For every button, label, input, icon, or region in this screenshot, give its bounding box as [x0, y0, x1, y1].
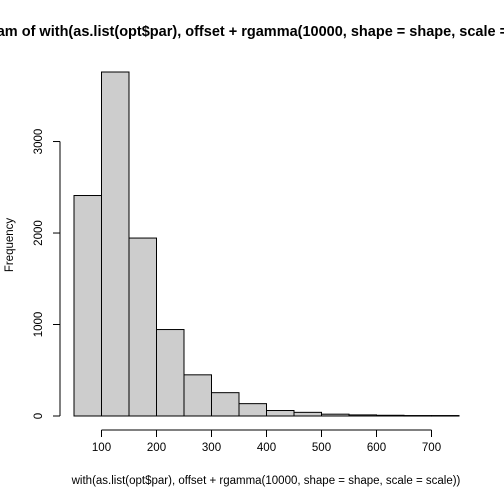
- x-tick-label: 500: [312, 442, 331, 454]
- y-axis-label: Frequency: [4, 218, 16, 273]
- histogram-bar: [431, 415, 460, 417]
- x-axis-label: with(as.list(opt$par), offset + rgamma(1…: [71, 475, 461, 487]
- histogram-bar: [376, 414, 405, 417]
- x-axis: 100 200 300 400 500 600 700: [92, 429, 441, 454]
- y-tick-label: 1000: [33, 312, 45, 338]
- y-axis: 0 1000 2000 3000: [33, 129, 61, 419]
- histogram-bar: [266, 410, 295, 417]
- histogram-bar: [321, 413, 350, 417]
- x-tick-label: 400: [257, 442, 276, 454]
- chart-title: Histogram of with(as.list(opt$par), offs…: [0, 24, 504, 40]
- histogram-bar: [73, 195, 102, 417]
- x-tick-label: 200: [147, 442, 166, 454]
- x-tick-label: 300: [202, 442, 221, 454]
- x-tick-label: 700: [422, 442, 441, 454]
- histogram-bar: [348, 414, 377, 417]
- histogram-bar: [238, 403, 267, 417]
- histogram-bar: [211, 392, 240, 417]
- histogram-bars: [73, 71, 460, 417]
- histogram-bar: [403, 415, 432, 417]
- y-tick-label: 3000: [33, 129, 45, 155]
- y-tick-label: 2000: [33, 220, 45, 246]
- histogram-bar: [101, 71, 130, 417]
- histogram-bar: [183, 374, 212, 417]
- y-tick-label: 0: [33, 413, 45, 419]
- x-tick-label: 600: [367, 442, 386, 454]
- x-tick-label: 100: [92, 442, 111, 454]
- histogram-bar: [293, 411, 322, 417]
- histogram-bar: [156, 329, 185, 417]
- histogram-bar: [128, 237, 157, 417]
